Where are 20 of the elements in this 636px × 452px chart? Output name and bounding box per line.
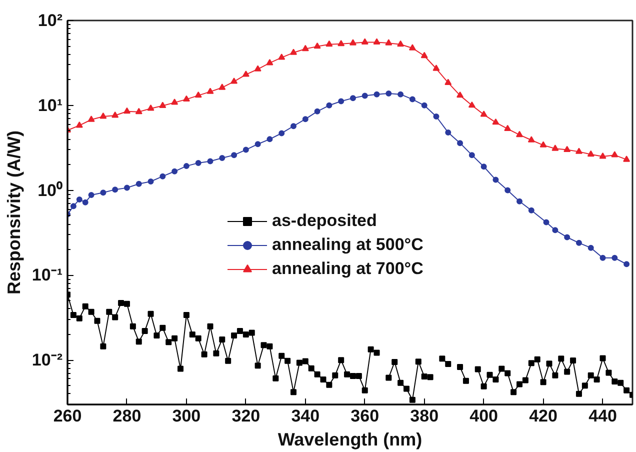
x-tick-label: 320 <box>232 406 260 426</box>
x-tick-label: 340 <box>291 406 320 426</box>
y-tick-label: 10⁻² <box>32 350 63 370</box>
y-tick-label: 10¹ <box>38 96 63 115</box>
x-tick-label: 400 <box>470 406 498 426</box>
y-axis-title: Responsivity (A/W) <box>4 130 24 295</box>
x-tick-label: 260 <box>53 406 82 426</box>
x-tick-label: 420 <box>529 406 558 426</box>
x-tick-label: 380 <box>410 406 439 426</box>
y-tick-label: 10² <box>38 11 63 30</box>
legend-label: annealing at 700°C <box>272 259 424 279</box>
y-tick-label: 10⁰ <box>38 180 63 200</box>
x-tick-label: 360 <box>350 406 380 426</box>
x-tick-label: 440 <box>588 406 617 426</box>
x-tick-label: 300 <box>172 406 201 426</box>
x-tick-label: 280 <box>112 406 142 426</box>
legend-label: as-deposited <box>272 211 377 231</box>
y-tick-label: 10⁻¹ <box>32 266 63 285</box>
x-axis-title: Wavelength (nm) <box>278 430 422 450</box>
legend-label: annealing at 500°C <box>272 235 424 255</box>
